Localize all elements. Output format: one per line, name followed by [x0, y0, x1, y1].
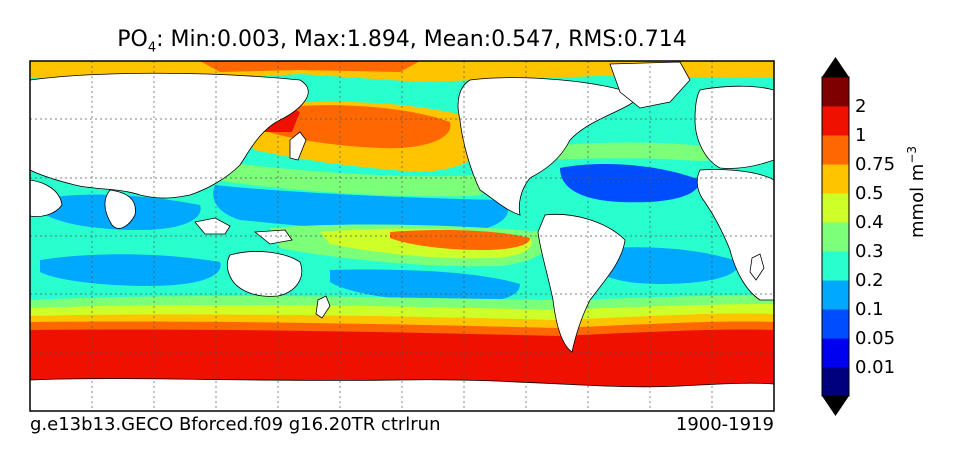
colorbar-segment: [822, 77, 849, 107]
colorbar-frame: [821, 76, 850, 397]
north-pacific-gyre: [213, 185, 509, 233]
colorbar-tick-label: 0.1: [855, 299, 884, 320]
arctic-band-inner: [200, 61, 420, 72]
colorbar-segment: [822, 222, 849, 252]
title-variable: PO: [117, 27, 148, 52]
south-atlantic-gyre: [590, 247, 740, 284]
japan-land: [289, 131, 307, 161]
colorbar-segment: [822, 309, 849, 339]
colorbar-unit-label: mmol m−3: [905, 146, 928, 238]
indonesia-land: [194, 217, 231, 235]
new-zealand-land: [315, 295, 331, 319]
europe-land: [694, 85, 774, 169]
colorbar: 0.01 0.05 0.1 0.2 0.3 0.4 0.5 0.75 1 2: [821, 57, 895, 416]
colorbar-segment: [822, 106, 849, 136]
colorbar-underflow-arrow: [822, 396, 849, 416]
colorbar-tick-label: 0.01: [855, 357, 895, 378]
south-america-land: [537, 214, 626, 353]
greenland-land: [609, 61, 691, 109]
title-variable-subscript: 4: [147, 40, 157, 56]
colorbar-tick-label: 1: [855, 125, 866, 146]
colorbar-tick-label: 0.5: [855, 183, 884, 204]
south-indian-gyre: [40, 254, 221, 286]
australia-land: [226, 251, 303, 297]
map-frame: [29, 60, 775, 412]
india-land: [104, 189, 136, 229]
colorbar-tick-label: 2: [855, 96, 866, 117]
colorbar-unit-base: mmol m: [907, 163, 928, 238]
colorbar-segment: [822, 280, 849, 310]
colorbar-tick-label: 0.4: [855, 212, 884, 233]
colorbar-segment: [822, 135, 849, 165]
colorbar-segment: [822, 367, 849, 397]
south-pacific-gyre: [330, 269, 520, 303]
eurasia-land: [30, 72, 309, 199]
north-atlantic-band: [520, 142, 732, 161]
colorbar-segment: [822, 193, 849, 223]
africa-west-land: [30, 179, 63, 217]
map-gridlines: [30, 61, 774, 411]
run-name-label: g.e13b13.GECO Bforced.f09 g16.20TR ctrlr…: [30, 414, 441, 435]
colorbar-segment: [822, 251, 849, 281]
title-stats: : Min:0.003, Max:1.894, Mean:0.547, RMS:…: [156, 27, 687, 52]
colorbar-segment: [822, 338, 849, 368]
equatorial-pacific-max: [390, 230, 530, 250]
north-atlantic-gyre: [560, 164, 700, 203]
period-label: 1900-1919: [675, 414, 774, 435]
colorbar-tick-label: 0.75: [855, 154, 895, 175]
colorbar-tick-label: 0.3: [855, 241, 884, 262]
chart-title: PO4: Min:0.003, Max:1.894, Mean:0.547, R…: [30, 26, 774, 62]
colorbar-tick-label: 0.2: [855, 270, 884, 291]
colorbar-unit-exponent: −3: [905, 145, 919, 164]
madagascar-land: [749, 253, 765, 281]
new-guinea-land: [253, 229, 293, 245]
colorbar-tick-label: 0.05: [855, 328, 895, 349]
colorbar-segment: [822, 164, 849, 194]
colorbar-overflow-arrow: [822, 57, 849, 77]
